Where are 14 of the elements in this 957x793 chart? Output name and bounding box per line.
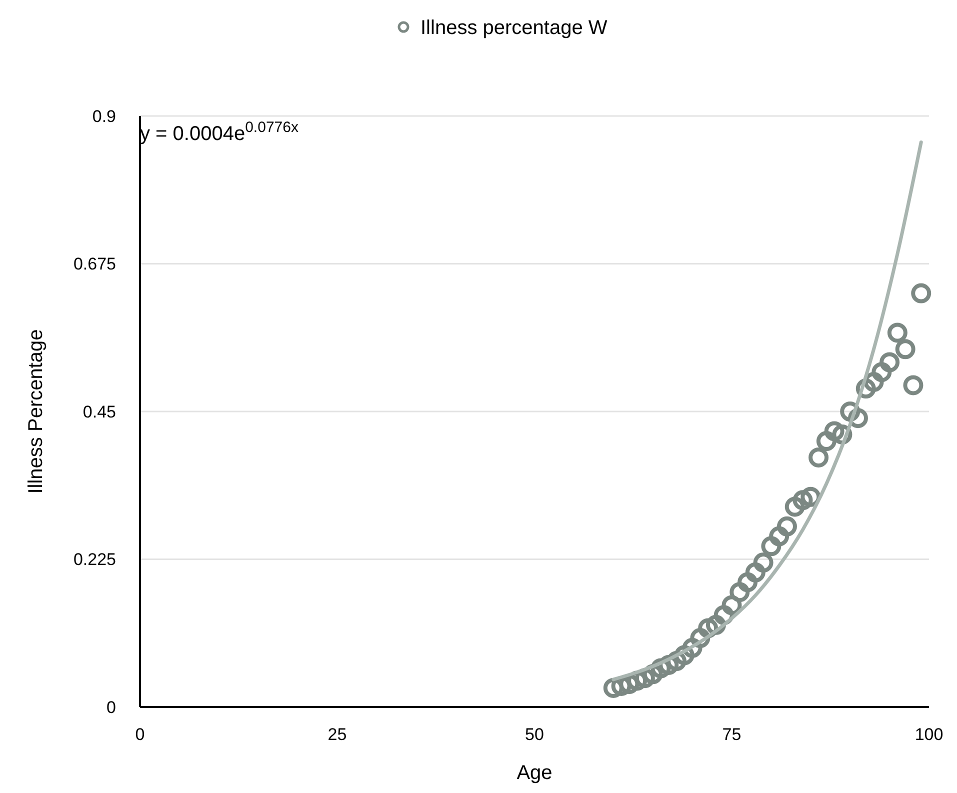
y-tick-label: 0.225 <box>73 550 116 570</box>
y-tick-label: 0.675 <box>73 254 116 274</box>
y-tick-label: 0.45 <box>82 402 116 422</box>
legend-label: Illness percentage W <box>420 17 608 39</box>
x-tick-label: 75 <box>722 725 742 744</box>
y-axis-title: Illness Percentage <box>25 329 47 494</box>
x-axis-title: Age <box>516 762 552 784</box>
x-tick-label: 50 <box>525 725 544 744</box>
x-tick-label: 25 <box>328 725 347 744</box>
y-tick-label: 0.9 <box>92 106 116 126</box>
y-tick-label: 0 <box>106 698 116 717</box>
x-tick-label: 0 <box>135 725 145 744</box>
annotation: y = 0.0004e$^{0.0776x}$ <box>140 118 299 145</box>
x-tick-label: 100 <box>914 725 944 744</box>
